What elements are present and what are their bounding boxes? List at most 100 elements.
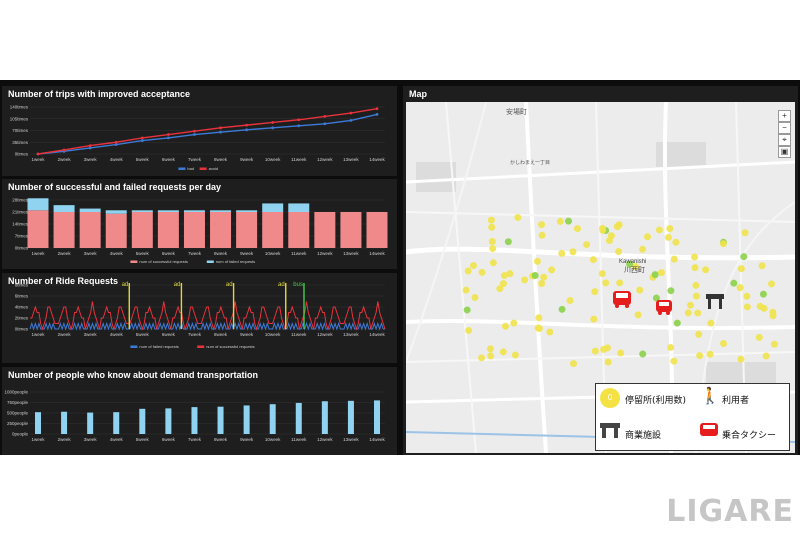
y-tick-label: 14times	[12, 222, 29, 227]
bar	[295, 402, 302, 434]
x-tick-label: 10week	[265, 437, 281, 442]
stop-marker	[632, 263, 640, 271]
legend-swatch	[206, 260, 214, 263]
bar	[61, 411, 68, 434]
stop-marker	[666, 224, 674, 232]
facility-icon-wall	[602, 428, 606, 438]
place-label: 安場町	[506, 107, 527, 116]
x-tick-label: 2week	[58, 157, 72, 162]
stop-marker	[504, 238, 512, 246]
stop-marker	[769, 312, 777, 320]
data-point	[375, 112, 379, 116]
stop-marker	[591, 347, 599, 355]
x-tick-label: 14week	[369, 332, 385, 337]
y-tick-label: 0times	[15, 152, 29, 157]
x-tick-label: 2week	[58, 437, 72, 442]
stop-marker	[673, 319, 681, 327]
stop-marker	[670, 357, 678, 365]
zoom-out-button[interactable]: −	[778, 122, 791, 134]
x-tick-label: 6week	[162, 332, 176, 337]
zoom-in-button[interactable]: +	[778, 110, 791, 122]
map-panel: Map	[403, 86, 798, 455]
stop-marker	[538, 221, 546, 229]
stop-legend-label: 停留所(利用数)	[625, 396, 687, 406]
bar-successful	[157, 212, 179, 248]
bar	[243, 405, 250, 434]
trips-line-chart: 140times 105times 70times 35times 0times1wee…	[10, 105, 386, 172]
data-point	[88, 144, 92, 148]
stop-marker	[639, 245, 647, 253]
bar	[217, 406, 224, 434]
stop-marker	[538, 279, 546, 287]
stop-marker	[499, 348, 507, 356]
y-tick-label: 0times	[15, 246, 29, 251]
x-tick-label: 8week	[214, 157, 228, 162]
taxi-marker[interactable]	[613, 291, 631, 308]
bar	[113, 412, 120, 434]
stop-marker	[651, 271, 659, 279]
compass-button[interactable]: ⌖	[778, 134, 791, 146]
stop-marker	[533, 257, 541, 265]
x-tick-label: 1week	[31, 437, 45, 442]
x-tick-label: 11week	[291, 251, 307, 256]
stop-marker	[591, 288, 599, 296]
facility-marker[interactable]	[706, 294, 724, 309]
bar-successful	[210, 212, 232, 248]
data-point	[297, 124, 301, 128]
map-park	[416, 162, 456, 192]
taxi-legend-label: 乗合タクシー	[722, 431, 777, 441]
data-point	[88, 146, 92, 150]
x-tick-label: 8week	[214, 332, 228, 337]
x-tick-label: 11week	[291, 437, 307, 442]
x-tick-label: 6week	[162, 251, 176, 256]
taxi-wheel	[625, 304, 629, 308]
taxi-marker[interactable]	[656, 300, 672, 315]
y-tick-label: 6times	[15, 294, 29, 299]
stop-marker	[743, 292, 751, 300]
x-tick-label: 3week	[84, 157, 98, 162]
stop-marker	[540, 273, 548, 281]
data-point	[140, 139, 144, 142]
bar	[35, 412, 41, 434]
stop-marker	[602, 279, 610, 287]
map-legend: 0 停留所(利用数) 🚶 利用者 商業施設 乗合タクシー	[595, 383, 790, 451]
awareness-bar-chart: 1000people 750people 500people 250people 0pe…	[4, 390, 385, 443]
stop-marker	[617, 349, 625, 357]
map-view[interactable]: 安場町 かしわまえ一丁目 川西町 Kawanishi	[406, 102, 795, 453]
layers-button[interactable]: ▣	[778, 146, 791, 158]
bar-failed	[288, 203, 310, 212]
stop-marker	[664, 233, 672, 241]
data-point	[323, 115, 327, 118]
bar-failed	[236, 210, 258, 212]
bar	[191, 407, 198, 434]
stop-marker	[684, 309, 692, 317]
x-tick-label: 4week	[110, 437, 124, 442]
stop-marker	[478, 268, 486, 276]
x-tick-label: 9week	[240, 251, 254, 256]
stop-marker	[566, 296, 574, 304]
facility-icon-wall	[614, 428, 618, 438]
x-tick-label: 6week	[162, 157, 176, 162]
stop-marker	[500, 272, 508, 280]
data-point	[245, 128, 249, 132]
place-label: 川西町	[624, 266, 645, 274]
map-road	[406, 102, 487, 363]
taxi-window	[659, 302, 669, 306]
place-label: かしわまえ一丁目	[510, 159, 550, 166]
stop-marker	[657, 269, 665, 277]
stop-marker	[639, 350, 647, 358]
data-point	[323, 122, 327, 126]
y-tick-label: 0times	[15, 327, 29, 332]
bar-successful	[53, 212, 75, 248]
stop-marker	[605, 236, 613, 244]
stop-marker	[696, 352, 704, 360]
stop-marker	[573, 225, 581, 233]
x-tick-label: 7week	[188, 157, 202, 162]
x-tick-label: 13week	[343, 332, 359, 337]
data-point	[166, 136, 170, 140]
stop-marker	[501, 322, 509, 330]
stop-marker	[496, 285, 504, 293]
bar-failed	[53, 205, 75, 212]
data-point	[219, 126, 222, 130]
y-tick-label: 2times	[15, 316, 29, 321]
